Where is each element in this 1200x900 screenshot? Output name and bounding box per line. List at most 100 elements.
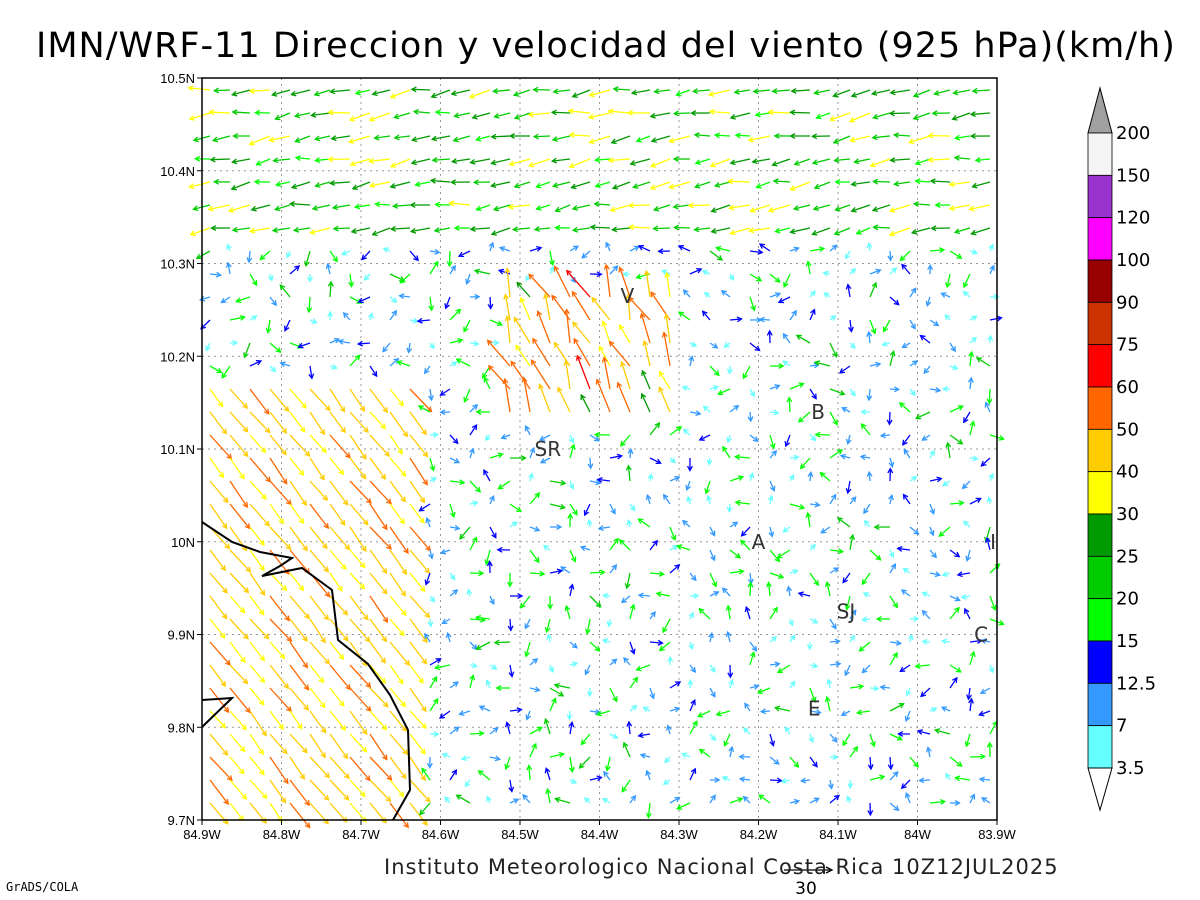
wind-vector	[738, 753, 751, 760]
wind-vector	[709, 342, 719, 349]
wind-vector	[618, 266, 631, 298]
wind-vector	[368, 112, 391, 122]
wind-vector	[709, 776, 721, 783]
wind-vector	[767, 109, 791, 116]
wind-vector	[290, 89, 311, 97]
wind-vector	[749, 651, 756, 666]
wind-vector	[248, 88, 271, 94]
wind-vector	[969, 315, 978, 321]
wind-vector	[389, 687, 407, 708]
wind-vector	[349, 618, 371, 643]
wind-vector	[391, 203, 411, 209]
wind-vector	[409, 687, 427, 713]
footer-caption: Instituto Meteorologico Nacional Costa R…	[384, 855, 1059, 879]
wind-vector	[409, 733, 426, 755]
wind-vector	[869, 733, 876, 748]
wind-vector	[769, 292, 782, 298]
wind-vector	[723, 733, 731, 747]
wind-vector	[549, 265, 555, 275]
y-tick-label: 10.5N	[160, 71, 195, 86]
wind-vector	[662, 779, 671, 785]
wind-vector	[532, 133, 551, 140]
wind-vector	[371, 227, 391, 236]
wind-vector	[449, 589, 459, 597]
wind-vector	[409, 434, 429, 458]
wind-vector	[486, 560, 493, 574]
wind-vector	[369, 503, 388, 531]
wind-vector	[872, 178, 891, 185]
wind-vector	[469, 293, 481, 300]
wind-vector	[253, 178, 271, 185]
wind-vector	[349, 411, 369, 434]
wind-vector	[250, 204, 271, 212]
wind-vector	[694, 158, 711, 166]
wind-vector	[888, 549, 895, 559]
wind-vector	[637, 244, 651, 252]
wind-vector	[493, 639, 511, 646]
wind-vector	[231, 89, 251, 97]
wind-vector	[669, 564, 681, 574]
wind-vector	[810, 133, 831, 140]
wind-vector	[902, 493, 911, 505]
wind-vector	[489, 595, 495, 606]
wind-vector	[221, 365, 231, 379]
wind-vector	[249, 779, 268, 800]
wind-vector	[393, 112, 411, 120]
wind-vector	[492, 204, 511, 212]
wind-vector	[601, 356, 611, 390]
wind-vector	[709, 733, 717, 742]
wind-vector	[288, 200, 311, 207]
wind-vector	[952, 89, 971, 96]
wind-vector	[445, 631, 452, 643]
wind-vector	[529, 549, 540, 564]
wind-vector	[271, 89, 291, 97]
wind-vector	[521, 376, 531, 413]
wind-vector	[348, 273, 355, 288]
wind-vector	[888, 227, 911, 237]
wind-vector	[522, 793, 531, 804]
wind-vector	[269, 388, 290, 413]
wind-vector	[450, 158, 471, 164]
wind-vector	[914, 178, 931, 185]
wind-vector	[209, 572, 228, 594]
wind-vector	[554, 224, 571, 231]
wind-vector	[625, 464, 632, 482]
wind-vector	[771, 88, 791, 95]
wind-vector	[744, 605, 751, 620]
wind-vector	[529, 726, 543, 735]
wind-vector	[409, 411, 427, 436]
wind-vector	[729, 797, 744, 804]
wind-vector	[783, 273, 791, 289]
wind-vector	[269, 457, 288, 485]
wind-vector	[849, 388, 856, 397]
wind-vector	[789, 133, 811, 139]
wind-vector	[866, 470, 873, 482]
wind-vector	[424, 632, 431, 643]
wind-vector	[497, 480, 511, 490]
wind-vector	[430, 89, 451, 99]
wind-vector	[229, 411, 249, 433]
wind-vector	[449, 264, 456, 275]
wind-vector	[889, 267, 898, 275]
wind-vector	[468, 89, 491, 99]
wind-vector	[918, 777, 931, 784]
wind-vector	[900, 589, 911, 597]
wind-vector	[309, 779, 330, 801]
wind-vector	[871, 134, 891, 141]
wind-vector	[685, 480, 691, 492]
wind-vector	[211, 135, 231, 143]
wind-vector	[571, 226, 591, 233]
wind-vector	[552, 88, 571, 95]
wind-vector	[611, 181, 631, 190]
wind-vector	[929, 571, 942, 578]
wind-vector	[738, 776, 751, 783]
town-label: A	[752, 530, 766, 554]
wind-vector	[313, 135, 331, 142]
wind-vector	[849, 496, 857, 505]
wind-vector	[901, 342, 911, 349]
wind-vector	[747, 581, 754, 597]
wind-vector	[929, 503, 936, 516]
wind-vector	[989, 595, 997, 612]
wind-vector	[954, 775, 971, 782]
wind-vector	[637, 592, 651, 599]
